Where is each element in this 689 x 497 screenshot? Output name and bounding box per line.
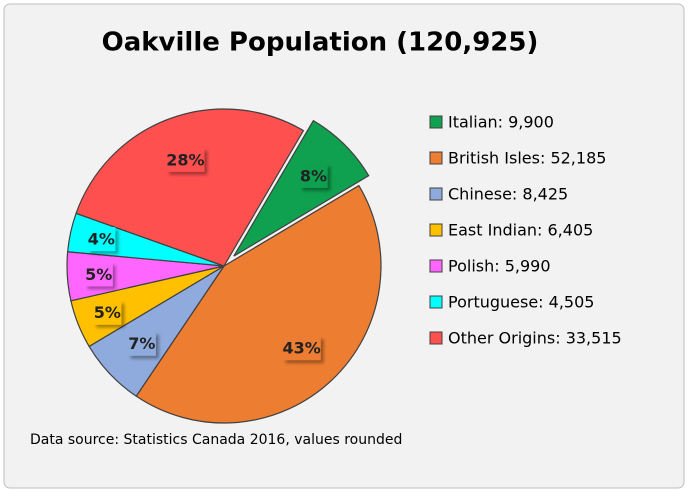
data-label: 5%	[94, 303, 121, 322]
legend-swatch	[429, 295, 443, 309]
legend-swatch	[429, 115, 443, 129]
data-label-box	[282, 336, 321, 361]
data-label: 28%	[166, 150, 204, 169]
data-label: 7%	[128, 334, 155, 353]
data-label-box	[84, 262, 113, 287]
data-label-box	[299, 163, 328, 188]
legend-label: Other Origins: 33,515	[448, 329, 622, 348]
data-label-box	[166, 147, 205, 172]
legend-swatch	[429, 259, 443, 273]
pie	[66, 108, 382, 424]
pie-slice	[233, 119, 370, 257]
legend-label: British Isles: 52,185	[448, 149, 606, 168]
data-label: 8%	[300, 166, 327, 185]
data-label-box	[87, 227, 116, 252]
data-label-box	[93, 300, 122, 325]
legend-label: East Indian: 6,405	[448, 221, 593, 240]
legend-label: Chinese: 8,425	[448, 185, 568, 204]
legend: Italian: 9,900 British Isles: 52,185 Chine…	[429, 113, 622, 348]
chart-title: Oakville Population (120,925)	[102, 28, 539, 58]
legend-label: Polish: 5,990	[448, 257, 551, 276]
legend-label: Portuguese: 4,505	[448, 293, 594, 312]
pie-slice	[75, 108, 305, 267]
data-label-box	[127, 331, 156, 356]
data-labels: 8% 43% 7% 5% 5% 4% 28%	[84, 147, 328, 361]
legend-swatch	[429, 223, 443, 237]
pie-slice	[135, 184, 382, 424]
legend-swatch	[429, 187, 443, 201]
legend-label: Italian: 9,900	[448, 113, 554, 132]
data-label: 4%	[88, 230, 115, 249]
data-label: 43%	[283, 339, 321, 358]
note: Data source: Statistics Canada 2016, val…	[30, 432, 402, 448]
data-label: 5%	[85, 265, 112, 284]
legend-swatch	[429, 151, 443, 165]
legend-swatch	[429, 331, 443, 345]
